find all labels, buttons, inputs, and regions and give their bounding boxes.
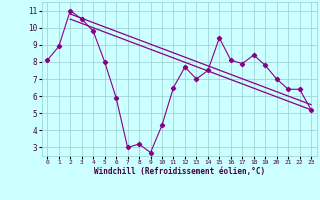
X-axis label: Windchill (Refroidissement éolien,°C): Windchill (Refroidissement éolien,°C) (94, 167, 265, 176)
